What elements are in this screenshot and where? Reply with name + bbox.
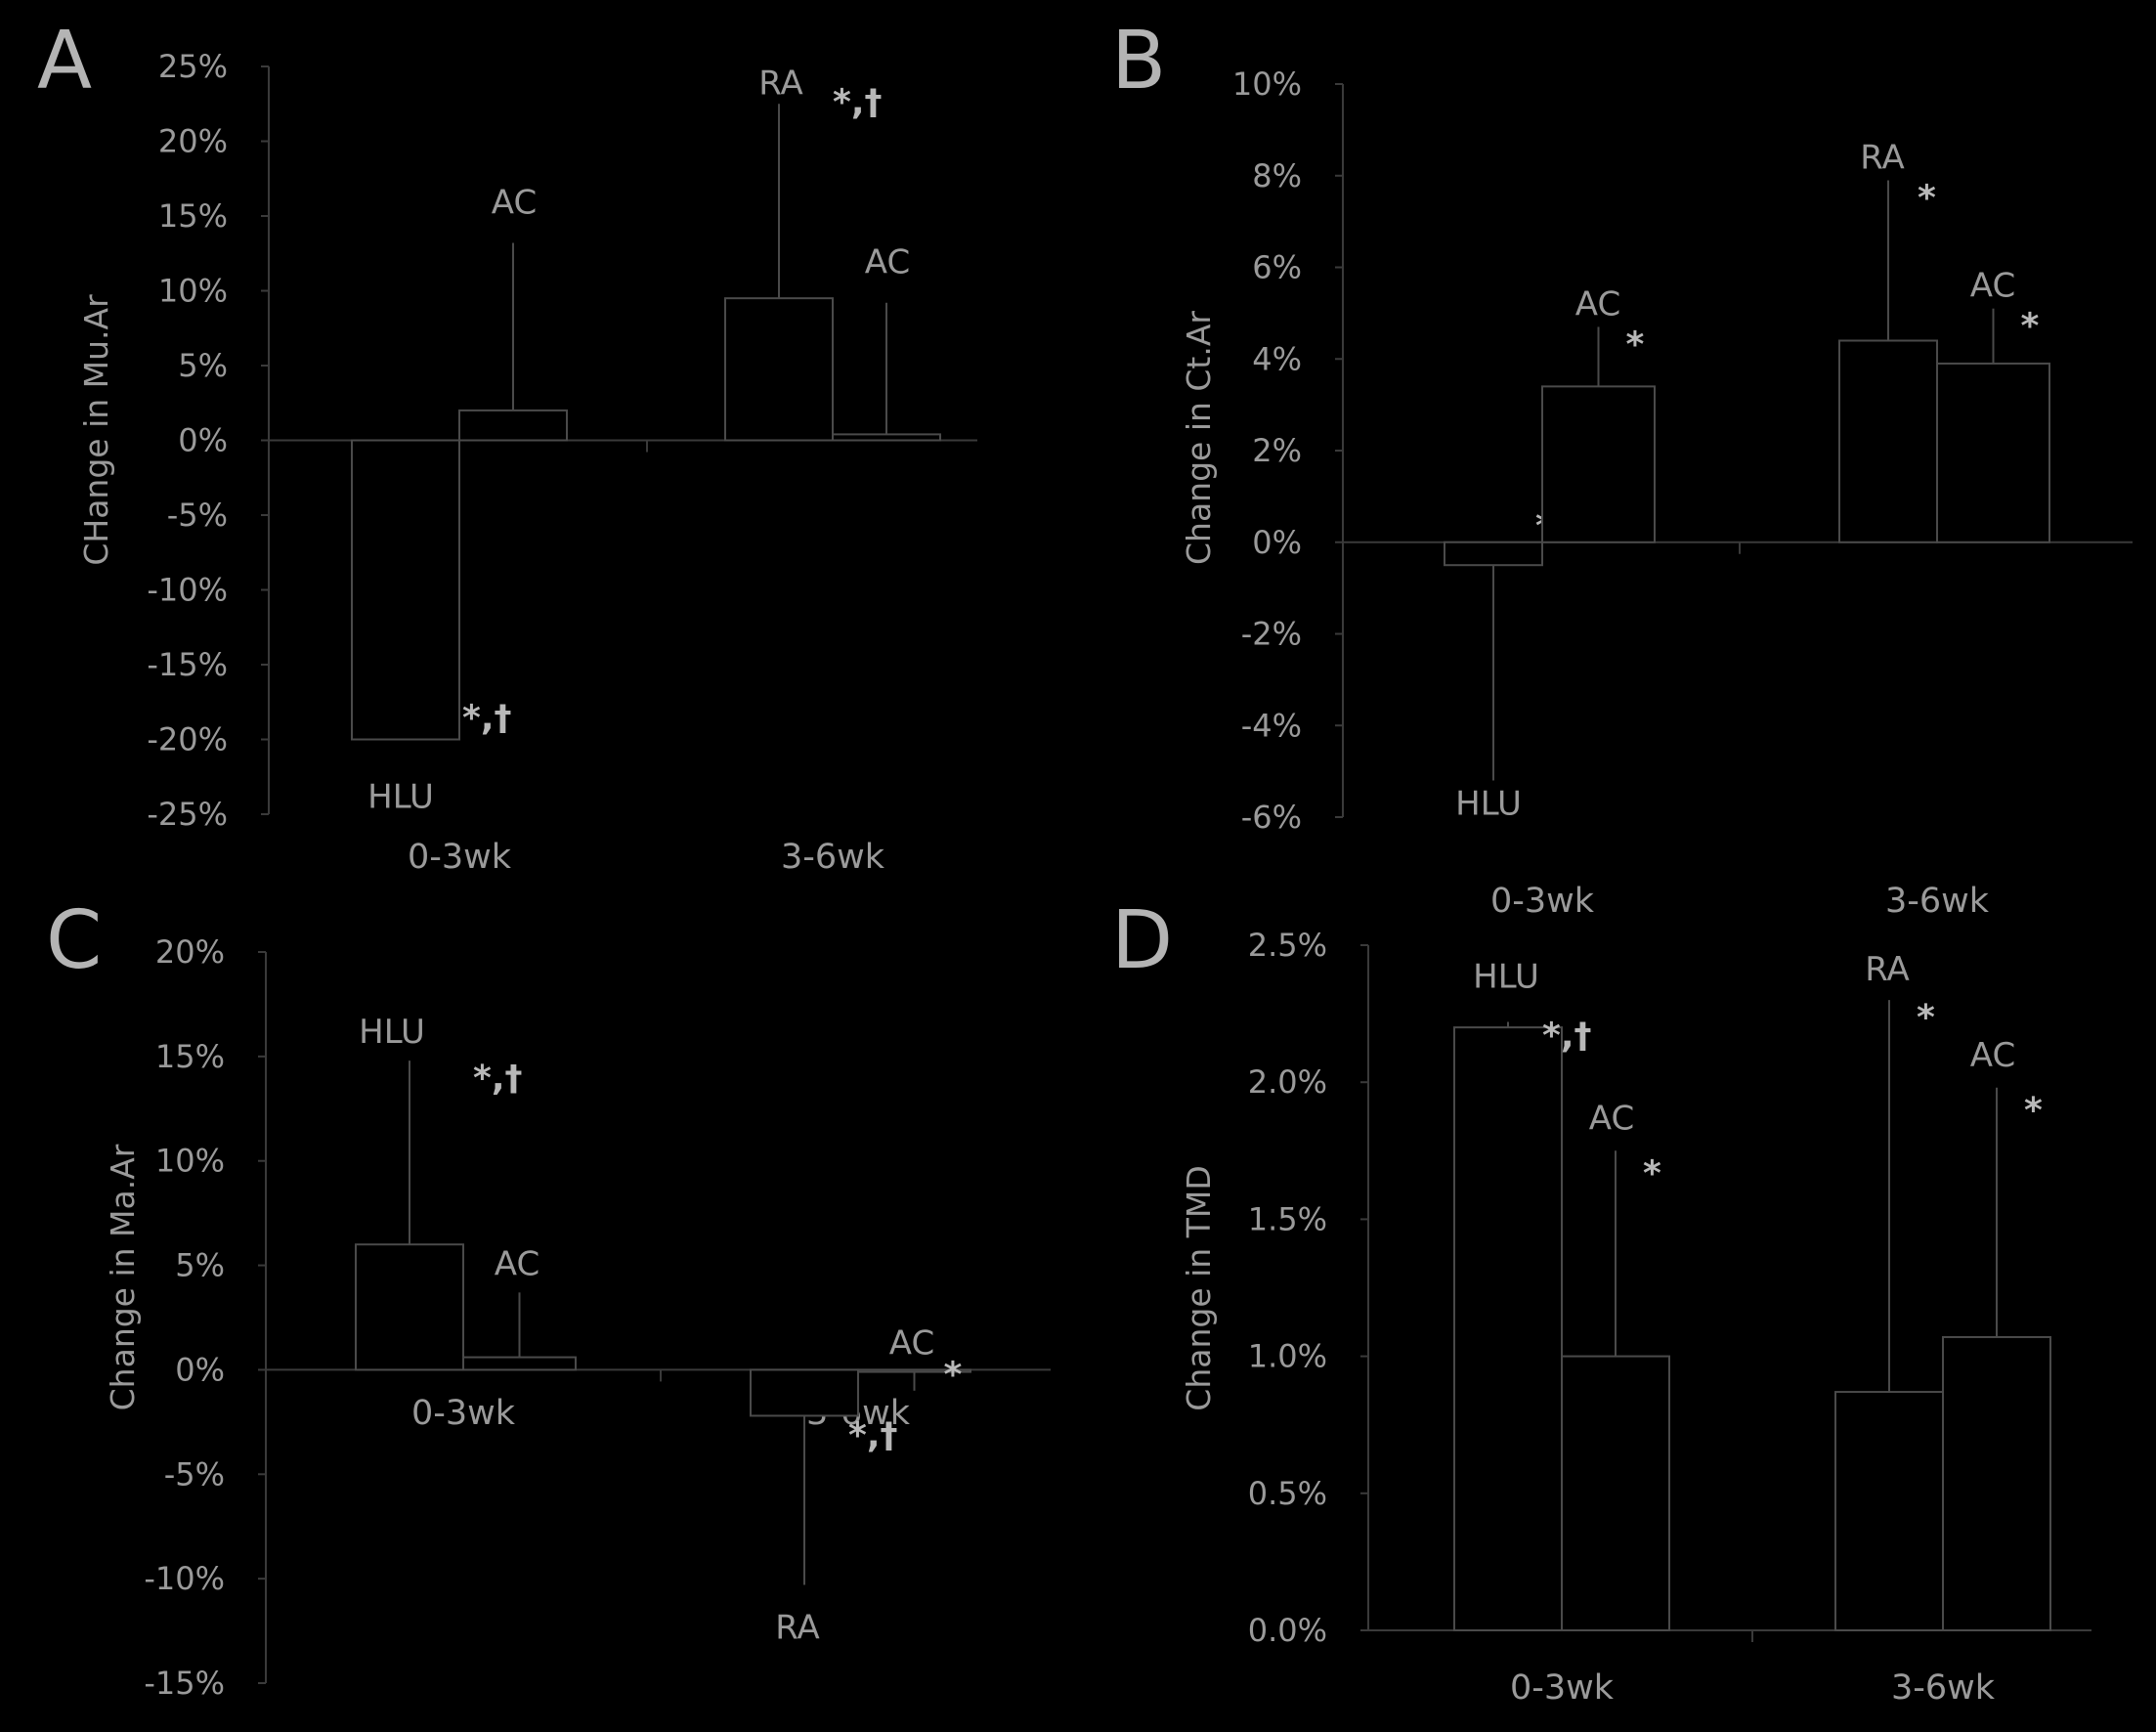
significance-marker: *: [2024, 1091, 2043, 1131]
bar-ra: [1838, 339, 1938, 543]
significance-marker: *,†: [473, 1059, 523, 1099]
y-tick-label: -15%: [144, 1665, 225, 1702]
y-tick-label: 10%: [1232, 65, 1302, 103]
significance-marker: *,†: [1542, 1017, 1592, 1057]
y-axis-title: CHange in Mu.Ar: [77, 294, 115, 566]
panel-B: B -6% -4% -2% 0% 2% 4% 6% 8% 10% Change in Ct.Ar 0-…: [1111, 15, 2133, 921]
y-tick-label: -10%: [147, 572, 228, 609]
y-tick-label: 0%: [178, 422, 228, 459]
y-tick-label: 0%: [1252, 524, 1302, 561]
y-tick-label: 8%: [1252, 157, 1302, 195]
bar-ra: [1834, 1391, 1944, 1631]
y-tick-label: -6%: [1241, 799, 1302, 836]
group-label: RA: [758, 64, 803, 103]
y-tick-label: 10%: [155, 1143, 225, 1180]
significance-marker: *,†: [848, 1415, 898, 1455]
group-label: RA: [1860, 138, 1905, 177]
bar-ra: [724, 297, 834, 442]
significance-marker: *: [1626, 325, 1645, 365]
bar-ac: [1936, 362, 2050, 543]
group-label: RA: [775, 1609, 820, 1648]
y-tick-label: -5%: [167, 497, 228, 534]
significance-marker: *: [1918, 178, 1936, 218]
y-tick-label: 25%: [158, 48, 228, 85]
bar-ac: [462, 1356, 577, 1371]
panel-A: A -25% -20% -15% -10% -5% 0% 5% 10% 15% 20% 25% CHan…: [37, 15, 977, 877]
category-label: 0-3wk: [1490, 882, 1595, 921]
y-tick-label: -25%: [147, 796, 228, 833]
panel-label: B: [1111, 15, 1166, 108]
panel-label: C: [46, 894, 102, 987]
y-tick-label: 2.0%: [1248, 1063, 1327, 1101]
y-tick-label: -20%: [147, 721, 228, 758]
y-tick-label: 15%: [158, 197, 228, 235]
y-tick-label: 0%: [175, 1351, 225, 1388]
y-tick-label: 5%: [178, 347, 228, 384]
category-label: 0-3wk: [411, 1394, 516, 1433]
category-label: 3-6wk: [1885, 882, 1990, 921]
y-tick-label: -10%: [144, 1560, 225, 1597]
y-tick-label: 2%: [1252, 432, 1302, 469]
y-tick-label: -15%: [147, 646, 228, 683]
y-tick-label: 20%: [155, 933, 225, 971]
y-tick-label: 20%: [158, 123, 228, 160]
group-label: HLU: [367, 778, 434, 817]
bar-hlu: [355, 1243, 464, 1371]
significance-marker: *,†: [462, 699, 512, 739]
group-label: AC: [1589, 1099, 1634, 1138]
y-axis-title: Change in Ma.Ar: [104, 1144, 142, 1410]
y-tick-label: 0.0%: [1248, 1612, 1327, 1649]
bar-ra: [750, 1368, 859, 1417]
bar-ac: [832, 433, 941, 442]
group-label: HLU: [359, 1013, 425, 1052]
group-label: AC: [492, 184, 537, 223]
y-tick-label: 1.0%: [1248, 1338, 1327, 1375]
category-label: 0-3wk: [408, 838, 512, 877]
bar-hlu: [1444, 541, 1543, 567]
y-tick-label: 0.5%: [1248, 1475, 1327, 1512]
group-label: RA: [1865, 950, 1910, 989]
category-label: 3-6wk: [1891, 1668, 1996, 1708]
significance-marker: *: [2021, 307, 2040, 347]
group-label: AC: [889, 1324, 934, 1364]
group-label: AC: [1970, 267, 2015, 306]
group-label: HLU: [1473, 958, 1539, 997]
significance-marker: *: [1643, 1153, 1661, 1193]
panel-C: C -15% -10% -5% 0% 5% 10% 15% 20% Change in Ma.Ar…: [46, 894, 1051, 1702]
group-label: AC: [495, 1244, 539, 1283]
significance-marker: *: [1917, 998, 1935, 1038]
y-tick-label: 15%: [155, 1038, 225, 1075]
y-tick-label: -2%: [1241, 616, 1302, 653]
bar-ac: [1541, 385, 1656, 543]
group-label: AC: [1970, 1036, 2015, 1075]
y-tick-label: 1.5%: [1248, 1200, 1327, 1237]
y-axis-title: Change in TMD: [1180, 1165, 1218, 1410]
significance-marker: *: [944, 1356, 963, 1396]
category-label: 3-6wk: [781, 838, 885, 877]
bar-hlu: [1453, 1026, 1563, 1631]
panel-label: D: [1111, 894, 1173, 987]
group-label: AC: [1575, 284, 1620, 324]
y-tick-label: 4%: [1252, 340, 1302, 377]
y-tick-label: 10%: [158, 273, 228, 310]
bar-ac: [1561, 1355, 1670, 1631]
y-tick-label: 5%: [175, 1247, 225, 1284]
bar-ac: [1942, 1335, 2051, 1632]
group-label: HLU: [1455, 785, 1522, 824]
group-label: AC: [865, 243, 910, 282]
panel-label: A: [37, 15, 92, 108]
y-tick-label: -5%: [164, 1455, 225, 1493]
y-tick-label: -4%: [1241, 707, 1302, 744]
bar-ac: [458, 409, 568, 442]
significance-marker: *,†: [833, 82, 883, 122]
panel-D: D 0.0% 0.5% 1.0% 1.5% 2.0% 2.5% Change in TMD 0-…: [1111, 894, 2091, 1708]
y-tick-label: 2.5%: [1248, 927, 1327, 964]
y-axis-title: Change in Ct.Ar: [1180, 311, 1218, 565]
bar-hlu: [351, 439, 460, 741]
y-tick-label: 6%: [1252, 249, 1302, 286]
category-label: 0-3wk: [1510, 1668, 1615, 1708]
